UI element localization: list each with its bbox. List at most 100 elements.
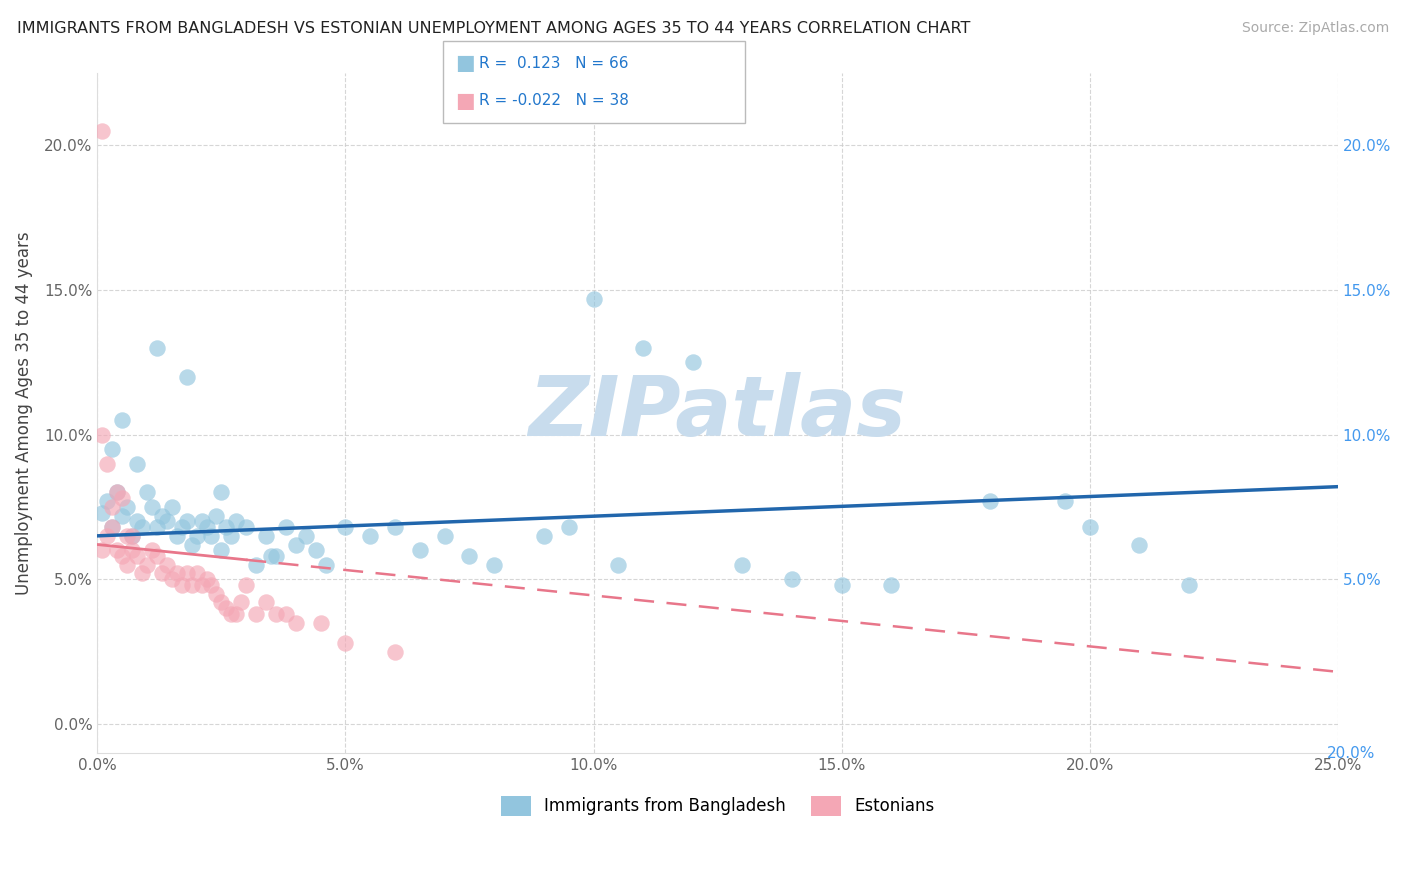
Point xyxy=(409,543,432,558)
Point xyxy=(131,566,153,581)
Point xyxy=(254,529,277,543)
Point xyxy=(176,369,198,384)
Point xyxy=(166,566,188,581)
Point xyxy=(831,578,853,592)
Point xyxy=(979,494,1001,508)
Point xyxy=(101,442,124,456)
Text: Source: ZipAtlas.com: Source: ZipAtlas.com xyxy=(1241,21,1389,36)
Point xyxy=(231,595,253,609)
Point xyxy=(245,607,267,621)
Point xyxy=(205,508,228,523)
Point xyxy=(111,491,134,506)
Point xyxy=(91,543,114,558)
Text: IMMIGRANTS FROM BANGLADESH VS ESTONIAN UNEMPLOYMENT AMONG AGES 35 TO 44 YEARS CO: IMMIGRANTS FROM BANGLADESH VS ESTONIAN U… xyxy=(17,21,970,37)
Point xyxy=(105,543,128,558)
Legend: Immigrants from Bangladesh, Estonians: Immigrants from Bangladesh, Estonians xyxy=(494,789,941,822)
Point xyxy=(160,500,183,514)
Point xyxy=(557,520,579,534)
Point xyxy=(125,515,148,529)
Point xyxy=(111,413,134,427)
Point xyxy=(384,520,406,534)
Point xyxy=(125,549,148,563)
Point xyxy=(111,549,134,563)
Point xyxy=(221,607,243,621)
Point xyxy=(91,124,114,138)
Point xyxy=(264,549,287,563)
Point xyxy=(150,508,173,523)
Point xyxy=(880,578,903,592)
Point xyxy=(91,506,114,520)
Point xyxy=(209,485,232,500)
Point xyxy=(156,558,179,572)
Point xyxy=(309,615,332,630)
Point xyxy=(146,341,169,355)
Point xyxy=(284,537,307,551)
Point xyxy=(121,529,143,543)
Point xyxy=(215,601,238,615)
Point xyxy=(195,520,218,534)
Point xyxy=(150,566,173,581)
Point xyxy=(125,457,148,471)
Point xyxy=(190,578,212,592)
Point xyxy=(274,607,297,621)
Text: ZIPatlas: ZIPatlas xyxy=(529,372,907,453)
Point xyxy=(105,485,128,500)
Text: R = -0.022   N = 38: R = -0.022 N = 38 xyxy=(479,94,630,109)
Point xyxy=(156,515,179,529)
Point xyxy=(682,355,704,369)
Point xyxy=(141,543,163,558)
Point xyxy=(115,558,138,572)
Point xyxy=(631,341,654,355)
Point xyxy=(105,485,128,500)
Point xyxy=(335,520,357,534)
Y-axis label: Unemployment Among Ages 35 to 44 years: Unemployment Among Ages 35 to 44 years xyxy=(15,231,32,595)
Point xyxy=(458,549,481,563)
Point xyxy=(190,515,212,529)
Text: ■: ■ xyxy=(456,91,475,111)
Point xyxy=(209,543,232,558)
Point xyxy=(221,529,243,543)
Point xyxy=(96,494,118,508)
Point xyxy=(245,558,267,572)
Text: ■: ■ xyxy=(456,54,475,73)
Point xyxy=(235,578,257,592)
Text: R =  0.123   N = 66: R = 0.123 N = 66 xyxy=(479,55,628,70)
Point xyxy=(254,595,277,609)
Point xyxy=(533,529,555,543)
Point xyxy=(200,529,222,543)
Point xyxy=(176,566,198,581)
Text: 20.0%: 20.0% xyxy=(1327,747,1375,761)
Point xyxy=(160,572,183,586)
Point xyxy=(294,529,316,543)
Point xyxy=(484,558,506,572)
Point xyxy=(170,578,193,592)
Point xyxy=(284,615,307,630)
Point xyxy=(1078,520,1101,534)
Point xyxy=(305,543,328,558)
Point xyxy=(115,529,138,543)
Point xyxy=(136,485,159,500)
Point xyxy=(195,572,218,586)
Point xyxy=(335,636,357,650)
Point xyxy=(235,520,257,534)
Point xyxy=(582,292,605,306)
Point xyxy=(186,566,208,581)
Point xyxy=(1128,537,1150,551)
Point xyxy=(200,578,222,592)
Point xyxy=(264,607,287,621)
Point xyxy=(136,558,159,572)
Point xyxy=(215,520,238,534)
Point xyxy=(260,549,283,563)
Point xyxy=(205,587,228,601)
Point xyxy=(146,520,169,534)
Point xyxy=(180,537,202,551)
Point xyxy=(274,520,297,534)
Point xyxy=(146,549,169,563)
Point xyxy=(170,520,193,534)
Point xyxy=(209,595,232,609)
Point xyxy=(91,427,114,442)
Point xyxy=(96,529,118,543)
Point xyxy=(180,578,202,592)
Point xyxy=(96,457,118,471)
Point xyxy=(166,529,188,543)
